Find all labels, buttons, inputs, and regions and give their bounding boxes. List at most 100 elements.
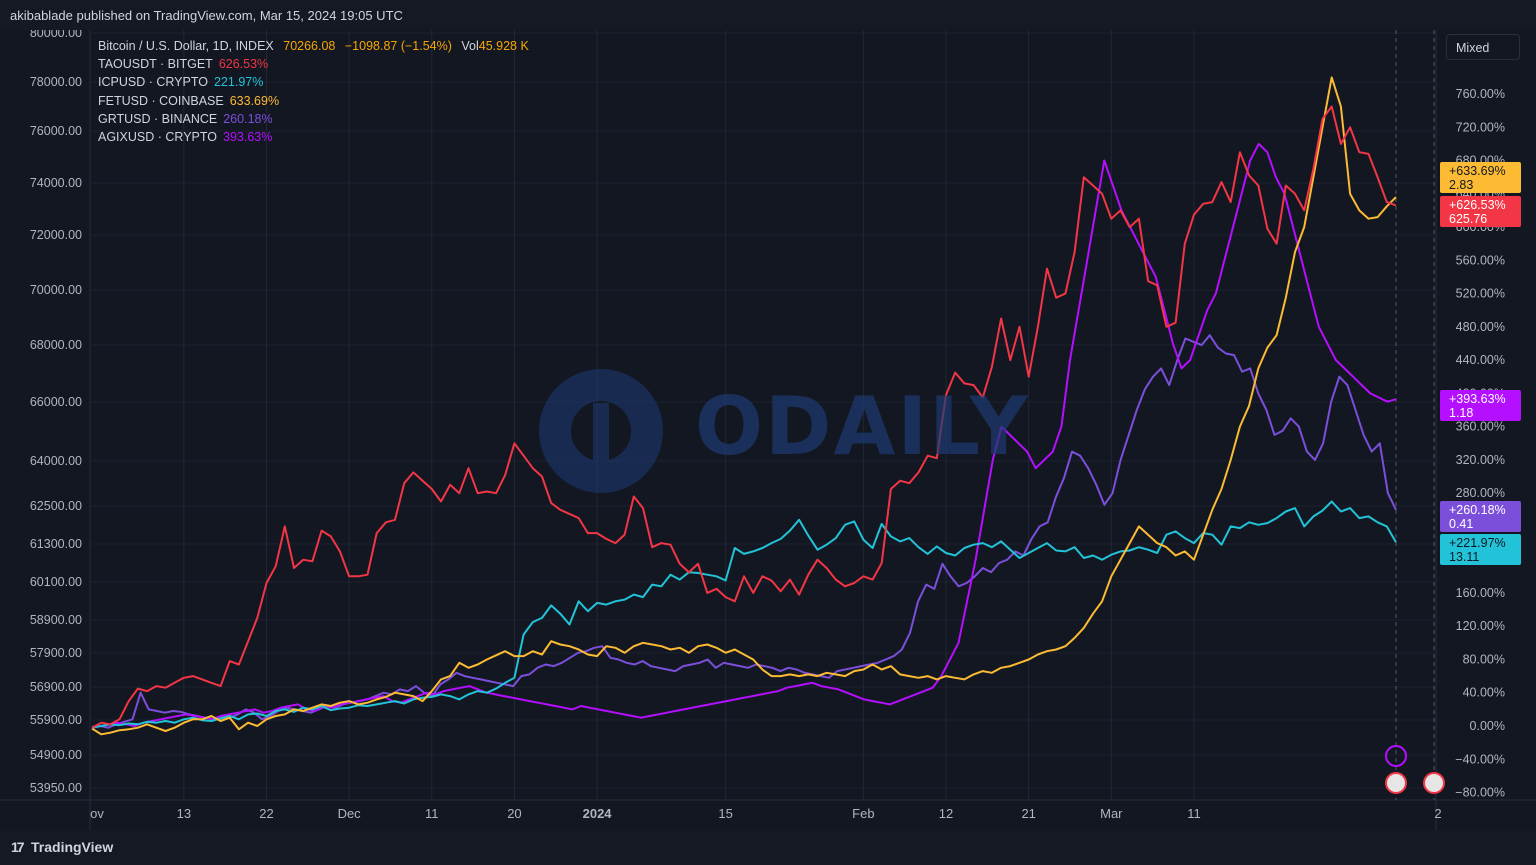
price-tag-price: 1.18 [1449, 406, 1474, 420]
top-bar: akibablade published on TradingView.com,… [0, 0, 1536, 30]
right-axis-tick-label: 720.00% [1456, 120, 1505, 134]
time-axis-tick-label: 15 [718, 806, 732, 821]
price-tag-price: 0.41 [1449, 517, 1474, 531]
time-axis-tick-label: Mar [1100, 806, 1123, 821]
time-axis-tick-label: 21 [1021, 806, 1035, 821]
right-axis-tick-label: 520.00% [1456, 287, 1505, 301]
legend-row-agix[interactable]: AGIXUSD · CRYPTO 393.63% [98, 128, 529, 146]
legend-value: 633.69% [229, 93, 280, 108]
left-axis-tick-label: 70000.00 [30, 283, 82, 297]
time-axis-tick-label: 11 [425, 806, 439, 821]
price-tag-pct: +393.63% [1449, 392, 1506, 406]
left-axis-tick-label: 56900.00 [30, 680, 82, 694]
right-axis-tick-label: 120.00% [1456, 619, 1505, 633]
price-tag-icp: +221.97% 13.11 [1440, 534, 1521, 565]
legend-row-tao[interactable]: TAOUSDT · BITGET 626.53% [98, 55, 529, 73]
price-tag-price: 2.83 [1449, 178, 1474, 192]
left-axis-tick-label: 54900.00 [30, 748, 82, 762]
price-tag-grt: +260.18% 0.41 [1440, 501, 1521, 532]
legend-value: 626.53% [218, 57, 269, 72]
price-tag-fet: +633.69% 2.83 [1440, 162, 1521, 193]
right-axis-tick-label: 560.00% [1456, 253, 1505, 267]
time-axis-tick-label: Feb [852, 806, 874, 821]
brand-text: TradingView [31, 839, 114, 855]
vol-value: 45.928 K [478, 39, 529, 53]
legend-value: 221.97% [213, 75, 264, 90]
price-tag-pct: +221.97% [1449, 536, 1506, 550]
price-tag-pct: +260.18% [1449, 503, 1506, 517]
time-axis-tick-label: ov [90, 806, 104, 821]
right-axis-tick-label: 440.00% [1456, 353, 1505, 367]
legend-row-fet[interactable]: FETUSD · COINBASE 633.69% [98, 92, 529, 110]
lightning-event-icon[interactable] [1385, 745, 1407, 767]
price-tag-pct: +626.53% [1449, 198, 1506, 212]
scale-mode-button[interactable]: Mixed [1446, 34, 1520, 60]
right-axis-tick-label: 480.00% [1456, 320, 1505, 334]
time-axis-tick-label: Dec [338, 806, 362, 821]
right-axis-tick-label: 80.00% [1463, 652, 1505, 666]
left-axis-tick-label: 76000.00 [30, 124, 82, 138]
left-axis-tick-label: 62500.00 [30, 499, 82, 513]
left-axis-tick-label: 80000.00 [30, 30, 82, 40]
legend-symbol: AGIXUSD · CRYPTO [98, 130, 218, 145]
left-axis-tick-label: 74000.00 [30, 176, 82, 190]
chart-legend: Bitcoin / U.S. Dollar, 1D, INDEX 70266.0… [98, 37, 529, 146]
right-axis-tick-label: 320.00% [1456, 453, 1505, 467]
left-axis-tick-label: 61300.00 [30, 537, 82, 551]
left-axis-tick-label: 58900.00 [30, 613, 82, 627]
left-axis-tick-label: 64000.00 [30, 454, 82, 468]
time-axis-tick-label: 11 [1187, 806, 1201, 821]
right-axis-tick-label: 0.00% [1470, 719, 1505, 733]
bottom-bar: 17 TradingView [0, 830, 1536, 865]
legend-symbol: ICPUSD · CRYPTO [98, 75, 208, 90]
right-axis-tick-label: 280.00% [1456, 486, 1505, 500]
grt-series-line [91, 334, 1397, 729]
fet-series-line [91, 76, 1397, 736]
time-axis-tick-label: 12 [939, 806, 953, 821]
legend-value: 393.63% [223, 130, 273, 145]
right-axis-tick-label: 40.00% [1463, 686, 1505, 700]
left-axis-tick-label: 78000.00 [30, 75, 82, 89]
vol-label: Vol [461, 39, 479, 53]
price-tag-pct: +633.69% [1449, 164, 1506, 178]
right-axis-tick-label: 160.00% [1456, 586, 1505, 600]
legend-symbol: FETUSD · COINBASE [98, 93, 224, 108]
publisher-caption: akibablade published on TradingView.com,… [10, 8, 403, 23]
tradingview-logo-icon: 17 [11, 839, 25, 855]
legend-row-icp[interactable]: ICPUSD · CRYPTO 221.97% [98, 73, 529, 91]
left-axis-tick-label: 68000.00 [30, 338, 82, 352]
time-axis-tick-label: 2024 [583, 806, 613, 821]
left-axis-tick-label: 72000.00 [30, 228, 82, 242]
left-axis-tick-label: 55900.00 [30, 713, 82, 727]
legend-main-row[interactable]: Bitcoin / U.S. Dollar, 1D, INDEX 70266.0… [98, 37, 529, 55]
price-tag-price: 625.76 [1449, 212, 1488, 226]
main-symbol: Bitcoin / U.S. Dollar, 1D, INDEX [98, 39, 274, 53]
tradingview-logo[interactable]: 17 TradingView [11, 839, 113, 855]
left-axis-tick-label: 53950.00 [30, 781, 82, 795]
agix-series-line [91, 142, 1397, 729]
us-flag-event-icon-2[interactable] [1423, 772, 1445, 794]
time-axis-tick-label: 22 [259, 806, 273, 821]
price-tag-tao: +626.53% 625.76 [1440, 196, 1521, 227]
us-flag-event-icon[interactable] [1385, 772, 1407, 794]
left-axis-tick-label: 60100.00 [30, 575, 82, 589]
left-axis-tick-label: 66000.00 [30, 395, 82, 409]
tao-series-line [91, 105, 1397, 729]
time-axis-tick-label: 2 [1434, 806, 1441, 821]
right-axis-tick-label: 760.00% [1456, 87, 1505, 101]
legend-row-grt[interactable]: GRTUSD · BINANCE 260.18% [98, 110, 529, 128]
left-axis-tick-label: 57900.00 [30, 646, 82, 660]
legend-symbol: TAOUSDT · BITGET [98, 57, 213, 72]
watermark-text: ODAILY [695, 380, 1030, 473]
right-axis-tick-label: −80.00% [1455, 786, 1505, 800]
price-tag-price: 13.11 [1449, 550, 1480, 564]
right-axis-tick-label: −40.00% [1455, 752, 1505, 766]
legend-symbol: GRTUSD · BINANCE [98, 111, 218, 126]
time-axis-tick-label: 13 [177, 806, 191, 821]
legend-value: 260.18% [223, 111, 273, 126]
main-price: 70266.08 [283, 39, 336, 53]
price-tag-agix: +393.63% 1.18 [1440, 390, 1521, 421]
time-axis-tick-label: 20 [507, 806, 521, 821]
main-change: −1098.87 (−1.54%) [344, 39, 452, 53]
right-axis-tick-label: 360.00% [1456, 420, 1505, 434]
